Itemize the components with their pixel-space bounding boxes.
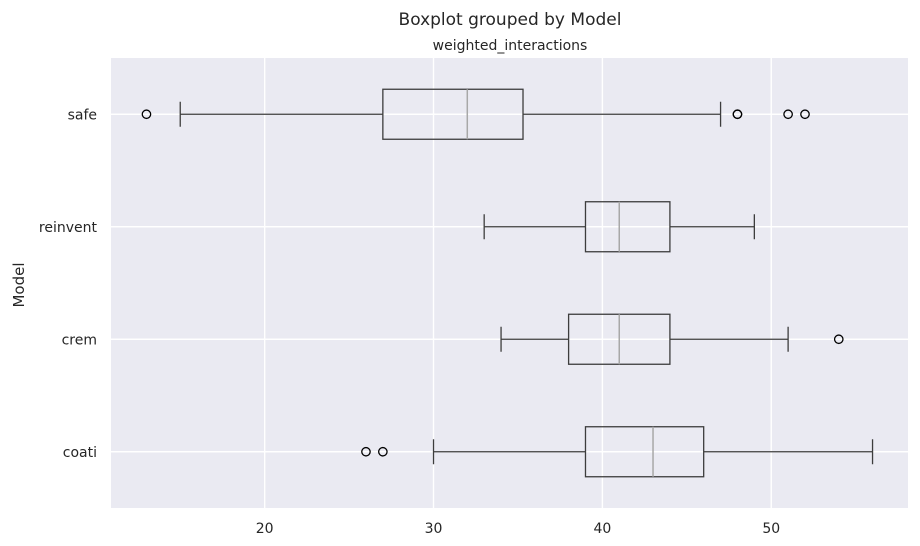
outlier-point [732,109,743,120]
outlier-point [361,446,371,457]
y-axis-label: Model [10,262,28,307]
chart-subtitle: weighted_interactions [433,38,588,54]
box-coati [361,426,874,478]
box-safe [141,88,810,140]
y-tick-label-coati: coati [63,445,97,461]
x-tick-label: 30 [425,521,443,537]
tick-labels: 20 30 40 50 safe reinvent crem coati [39,107,780,537]
outlier-point [833,334,844,345]
iqr-box [584,426,705,478]
outlier-point [378,446,388,457]
x-tick-label: 40 [593,521,611,537]
x-tick-label: 20 [256,521,274,537]
box-reinvent [483,201,755,253]
y-tick-label-reinvent: reinvent [39,220,98,236]
outlier-point [800,109,810,120]
y-tick-label-crem: crem [62,332,97,348]
iqr-box [382,88,524,140]
plot-area [111,58,908,508]
outlier-point [783,109,793,120]
chart-title: Boxplot grouped by Model [399,10,622,30]
box-crem [500,313,844,365]
iqr-box [584,201,671,253]
outlier-point [141,109,152,120]
y-tick-label-safe: safe [68,107,97,123]
x-tick-label: 50 [762,521,780,537]
boxes [141,88,874,478]
